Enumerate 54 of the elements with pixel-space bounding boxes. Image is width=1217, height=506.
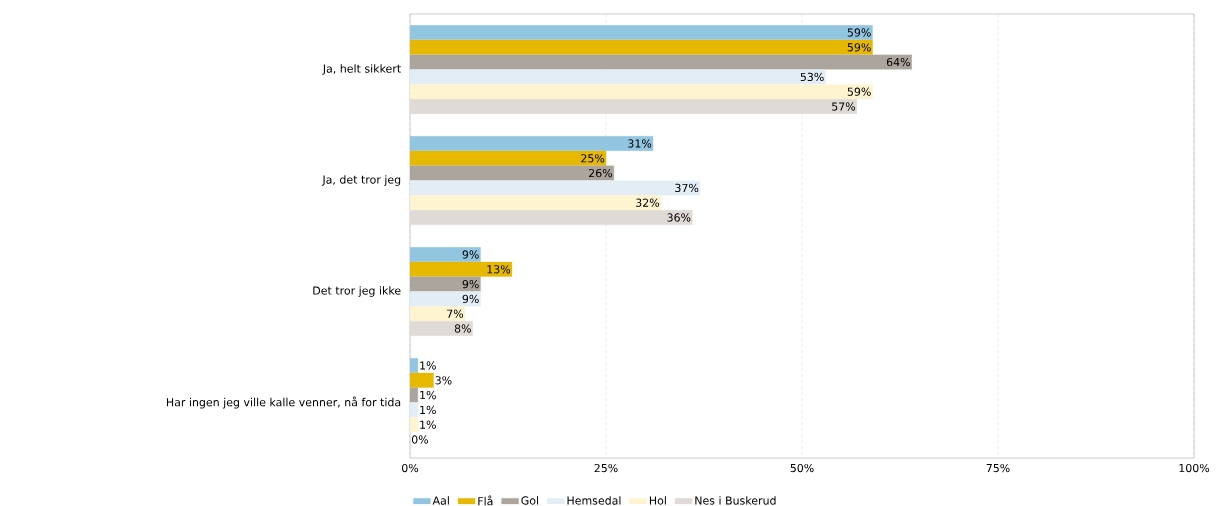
bar	[410, 210, 693, 225]
data-label: 9%	[462, 294, 479, 304]
bar	[410, 39, 873, 55]
y-tick-label: Ja, det tror jeg	[321, 175, 401, 186]
data-label: 26%	[589, 168, 613, 178]
bar	[410, 402, 418, 418]
data-label: 8%	[454, 324, 471, 333]
x-tick-label: 75%	[986, 463, 1010, 473]
data-label: 1%	[420, 361, 436, 370]
bar	[410, 261, 513, 277]
data-label: 9%	[462, 279, 479, 289]
data-label: 36%	[667, 213, 691, 222]
data-label: 57%	[832, 102, 856, 111]
bar	[410, 321, 473, 336]
data-label: 59%	[847, 87, 871, 96]
data-label: 37%	[675, 183, 699, 193]
legend-label: Hemsedal	[567, 496, 621, 505]
data-label: 25%	[581, 154, 605, 163]
bar	[410, 136, 654, 151]
x-tick-label: 100%	[1179, 463, 1210, 473]
x-tick-label: 0%	[402, 463, 419, 473]
data-label: 9%	[462, 250, 479, 259]
data-label: 13%	[487, 265, 511, 274]
bar	[410, 180, 701, 196]
data-label: 1%	[420, 420, 436, 429]
legend-label: Gol	[521, 496, 539, 505]
data-label: 59%	[847, 43, 871, 52]
bar	[410, 99, 858, 114]
legend-label: Flå	[478, 495, 493, 506]
bar	[410, 358, 418, 373]
bar	[410, 372, 434, 388]
bar	[410, 150, 607, 166]
bar	[410, 25, 873, 40]
legend-label: Aal	[432, 496, 449, 505]
data-label: 1%	[420, 405, 436, 415]
legend-label: Nes i Buskerud	[695, 496, 776, 505]
y-tick-label: Det tror jeg ikke	[313, 286, 401, 297]
data-label: 32%	[636, 198, 660, 207]
y-tick-label: Ja, helt sikkert	[322, 64, 401, 75]
data-label: 1%	[420, 390, 436, 400]
legend-label: Hol	[649, 496, 666, 505]
bar	[410, 69, 826, 85]
data-label: 3%	[435, 376, 452, 385]
bar	[410, 291, 481, 307]
y-tick-label: Har ingen jeg ville kalle venner, nå for tida	[166, 396, 401, 409]
data-label: 64%	[886, 57, 910, 67]
data-label: 7%	[447, 309, 464, 318]
data-label: 59%	[847, 28, 871, 37]
data-label: 31%	[628, 139, 652, 148]
x-tick-label: 25%	[594, 463, 618, 473]
x-tick-label: 50%	[790, 463, 814, 473]
data-label: 0%	[411, 435, 429, 444]
bar	[410, 247, 481, 262]
data-label: 53%	[800, 72, 824, 82]
